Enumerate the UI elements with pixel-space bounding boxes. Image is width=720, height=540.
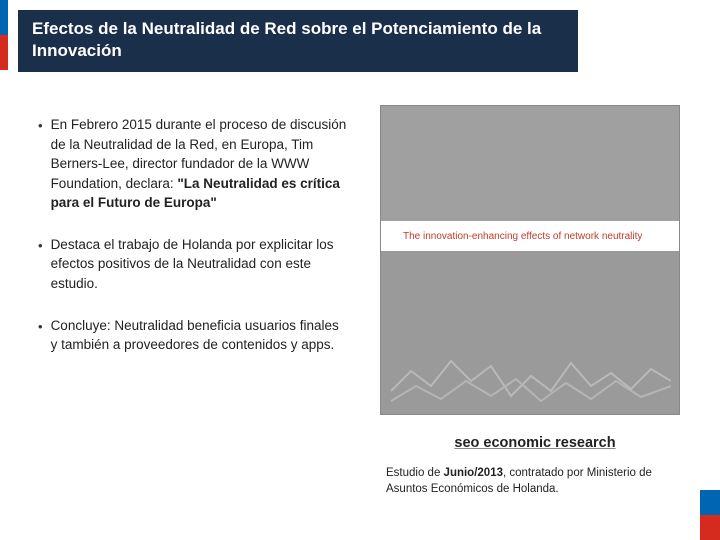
caption-pre: Estudio de [386,467,444,479]
paper-top-gray [381,106,679,221]
seo-label: seo economic research [380,435,690,451]
bullet-list: • En Febrero 2015 durante el proceso de … [38,115,348,377]
chart-squiggle-icon [391,351,671,406]
corner-flag [700,490,720,540]
accent-stripe [0,0,8,70]
accent-blue [0,0,8,35]
corner-red [700,515,720,540]
bullet-lead: Destaca el trabajo de Holanda por explic… [51,237,334,291]
corner-blue [700,490,720,515]
bullet-marker: • [38,317,43,355]
header: Efectos de la Neutralidad de Red sobre e… [0,0,720,70]
bullet-marker: • [38,236,43,294]
bullet-lead: Concluye: Neutralidad beneficia usuarios… [51,318,339,353]
paper-preview: The innovation-enhancing effects of netw… [380,105,680,415]
bullet-marker: • [38,116,43,213]
paper-title: The innovation-enhancing effects of netw… [403,231,642,242]
paper-bottom-gray [381,251,679,414]
accent-red [0,35,8,70]
right-column: The innovation-enhancing effects of netw… [380,105,690,497]
bullet-text: En Febrero 2015 durante el proceso de di… [51,115,348,213]
paper-title-band: The innovation-enhancing effects of netw… [381,221,679,251]
bullet-item: • Concluye: Neutralidad beneficia usuari… [38,316,348,355]
bullet-item: • En Febrero 2015 durante el proceso de … [38,115,348,213]
slide-title: Efectos de la Neutralidad de Red sobre e… [32,18,564,62]
title-box: Efectos de la Neutralidad de Red sobre e… [18,10,578,72]
content-area: • En Febrero 2015 durante el proceso de … [0,95,720,535]
bullet-item: • Destaca el trabajo de Holanda por expl… [38,235,348,294]
bullet-text: Destaca el trabajo de Holanda por explic… [51,235,348,294]
bullet-text: Concluye: Neutralidad beneficia usuarios… [51,316,348,355]
caption-bold: Junio/2013 [444,467,503,479]
caption: Estudio de Junio/2013, contratado por Mi… [380,465,690,497]
